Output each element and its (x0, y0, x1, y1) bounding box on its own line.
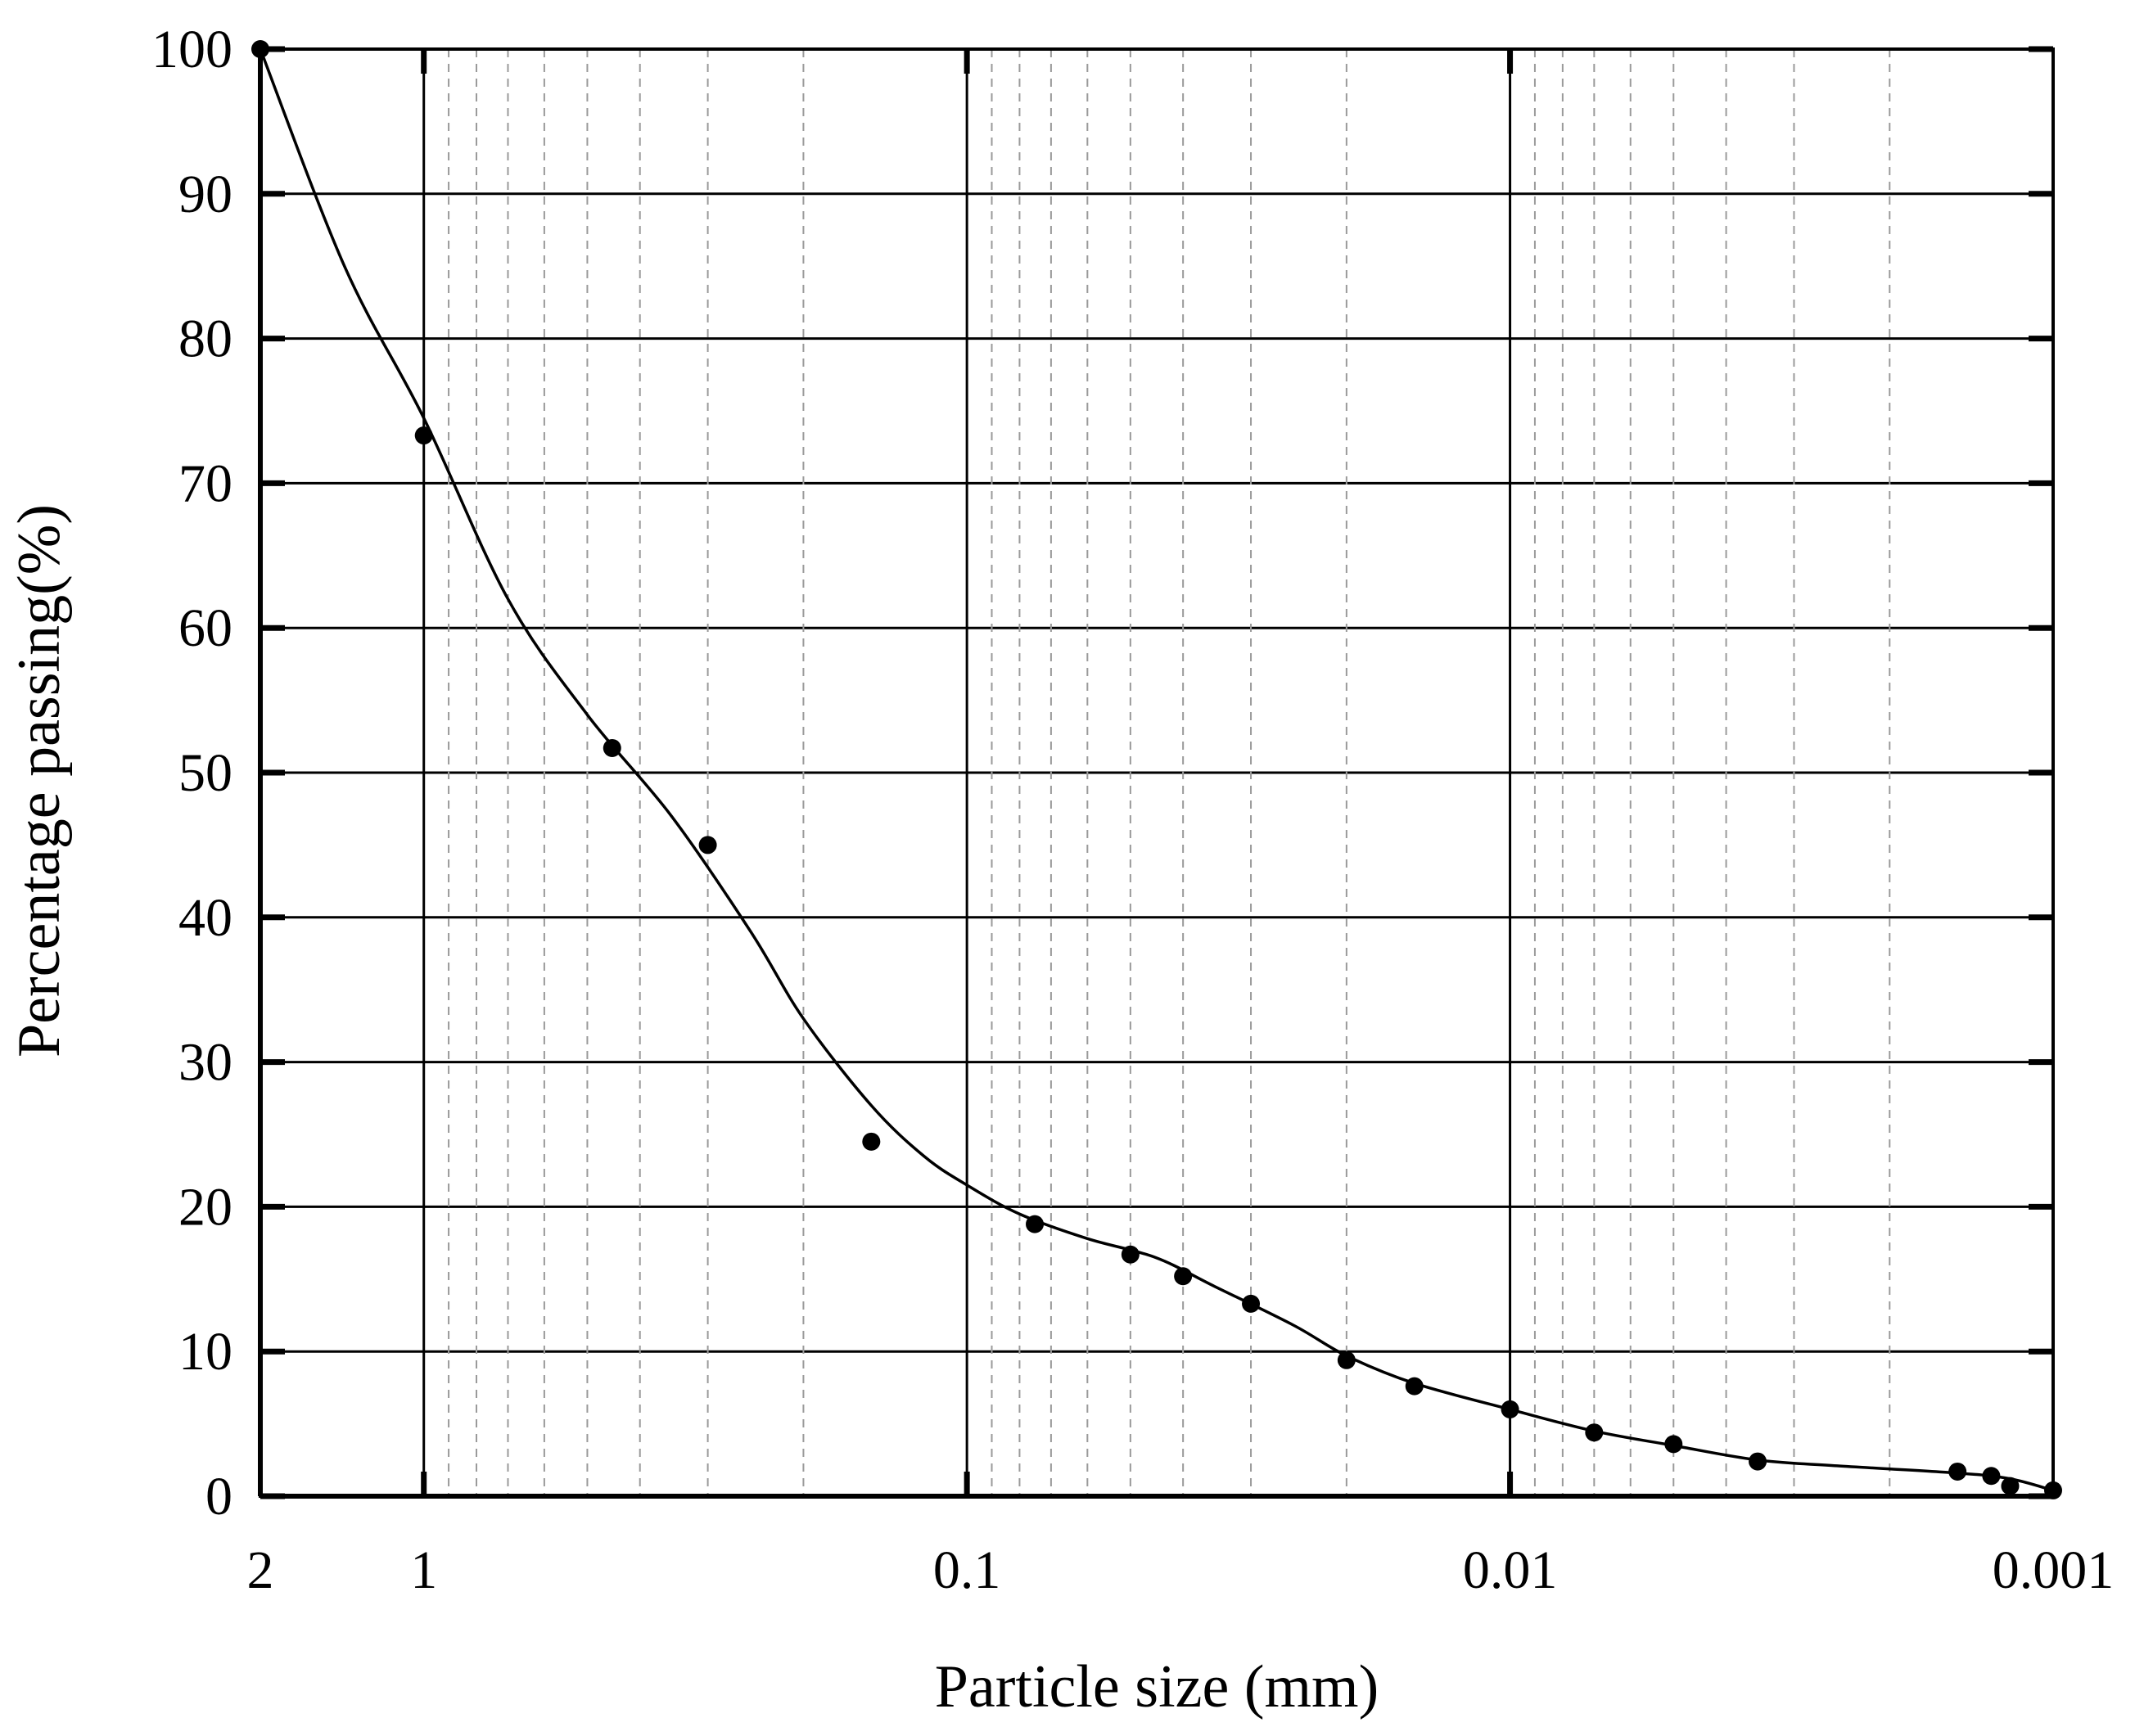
data-point (1501, 1400, 1519, 1418)
data-point (1337, 1350, 1356, 1369)
data-point (2001, 1477, 2020, 1495)
y-tick-label: 20 (178, 1177, 232, 1237)
data-point (2044, 1481, 2062, 1499)
data-point (1242, 1294, 1261, 1313)
x-tick-label: 0.001 (1993, 1540, 2115, 1600)
y-tick-label: 40 (178, 888, 232, 948)
y-tick-label: 30 (178, 1033, 232, 1093)
data-point (603, 738, 621, 757)
x-tick-label: 0.01 (1463, 1540, 1558, 1600)
x-axis-title: Particle size (mm) (935, 1653, 1379, 1720)
tick-labels: 0 10 20 30 40 50 60 70 80 90 100 2 1 0.1 0.01 0.001 (151, 20, 2114, 1600)
data-point (1585, 1423, 1604, 1442)
y-tick-label: 70 (178, 453, 232, 513)
data-point (1749, 1452, 1767, 1471)
y-tick-label: 100 (151, 20, 232, 79)
axes (258, 46, 2055, 1499)
y-tick-label: 50 (178, 743, 232, 803)
grid-lines (260, 49, 2053, 1496)
y-tick-label: 60 (178, 598, 232, 658)
data-points-layer (251, 40, 2062, 1499)
x-tick-label: 2 (247, 1540, 274, 1600)
data-point (1982, 1467, 2001, 1486)
data-point (1026, 1215, 1045, 1233)
y-tick-label: 80 (178, 309, 232, 369)
data-point (1174, 1267, 1193, 1286)
data-point (1664, 1435, 1683, 1454)
y-axis-title: Percentage passing(%) (6, 504, 73, 1057)
y-tick-label: 0 (205, 1467, 232, 1526)
data-point (1405, 1377, 1424, 1396)
data-point (698, 836, 717, 854)
data-point (1948, 1462, 1967, 1481)
y-tick-label: 10 (178, 1322, 232, 1382)
x-tick-label: 1 (410, 1540, 437, 1600)
data-point (862, 1132, 881, 1151)
data-point (251, 40, 269, 58)
x-tick-label: 0.1 (933, 1540, 1001, 1600)
y-tick-label: 90 (178, 165, 232, 224)
data-point (414, 426, 433, 445)
data-point (1121, 1245, 1140, 1264)
